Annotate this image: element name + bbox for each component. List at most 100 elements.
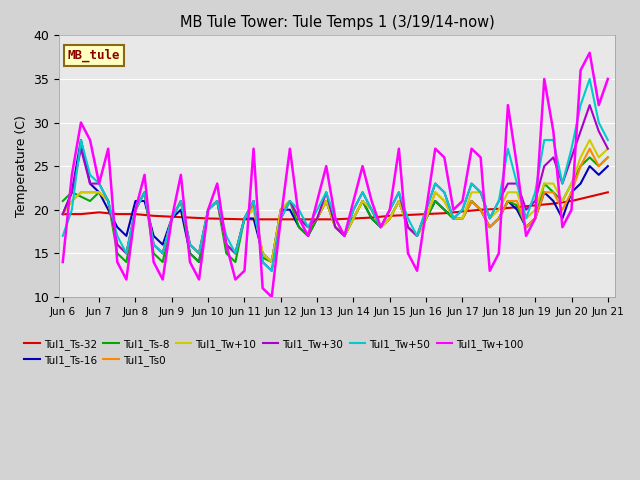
Y-axis label: Temperature (C): Temperature (C) xyxy=(15,115,28,217)
Tul1_Ts-8 xyxy=(359,198,367,204)
Tul1_Tw+50 xyxy=(359,190,367,195)
Legend: Tul1_Ts-32, Tul1_Ts-16, Tul1_Ts-8, Tul1_Ts0, Tul1_Tw+10, Tul1_Tw+30, Tul1_Tw+50,: Tul1_Ts-32, Tul1_Ts-16, Tul1_Ts-8, Tul1_… xyxy=(20,335,528,370)
Tul1_Tw+10 xyxy=(59,211,67,217)
Tul1_Ts-32 xyxy=(168,214,175,219)
Tul1_Tw+100 xyxy=(168,216,175,221)
Tul1_Ts-32 xyxy=(113,211,121,217)
Line: Tul1_Ts-16: Tul1_Ts-16 xyxy=(63,140,608,262)
Tul1_Ts-32 xyxy=(422,211,430,217)
Tul1_Ts-32 xyxy=(295,216,303,222)
Tul1_Ts0 xyxy=(59,211,67,217)
Tul1_Tw+100 xyxy=(268,294,276,300)
Tul1_Tw+10 xyxy=(250,207,257,213)
Tul1_Tw+30 xyxy=(540,163,548,169)
Tul1_Tw+100 xyxy=(604,76,612,82)
Tul1_Tw+100 xyxy=(540,76,548,82)
Tul1_Ts-32 xyxy=(513,204,521,210)
Line: Tul1_Tw+10: Tul1_Tw+10 xyxy=(63,140,608,262)
Tul1_Ts-32 xyxy=(477,207,484,213)
Tul1_Ts-8 xyxy=(195,259,203,265)
Tul1_Ts-32 xyxy=(241,216,248,222)
Tul1_Ts-32 xyxy=(204,216,212,221)
Tul1_Ts-8 xyxy=(586,155,593,160)
Tul1_Tw+50 xyxy=(395,190,403,195)
Tul1_Ts-8 xyxy=(122,259,130,265)
Tul1_Ts0 xyxy=(268,259,276,265)
Line: Tul1_Ts0: Tul1_Ts0 xyxy=(63,149,608,262)
Tul1_Ts-16 xyxy=(195,259,203,265)
Tul1_Ts-32 xyxy=(223,216,230,222)
Tul1_Ts-16 xyxy=(604,163,612,169)
Tul1_Ts-16 xyxy=(59,211,67,217)
Tul1_Tw+10 xyxy=(359,198,367,204)
Tul1_Ts-32 xyxy=(386,213,394,219)
Tul1_Tw+10 xyxy=(268,259,276,265)
Tul1_Tw+30 xyxy=(604,146,612,152)
Tul1_Tw+50 xyxy=(540,137,548,143)
Tul1_Tw+100 xyxy=(186,259,194,265)
Tul1_Ts-16 xyxy=(368,216,376,221)
Tul1_Ts-32 xyxy=(440,210,448,216)
Tul1_Tw+50 xyxy=(250,198,257,204)
Tul1_Ts-8 xyxy=(259,255,266,261)
Tul1_Tw+50 xyxy=(604,137,612,143)
Tul1_Ts-32 xyxy=(186,215,194,220)
Line: Tul1_Tw+100: Tul1_Tw+100 xyxy=(63,53,608,297)
Tul1_Tw+100 xyxy=(395,146,403,152)
Tul1_Tw+50 xyxy=(586,76,593,82)
Title: MB Tule Tower: Tule Temps 1 (3/19/14-now): MB Tule Tower: Tule Temps 1 (3/19/14-now… xyxy=(180,15,495,30)
Tul1_Tw+50 xyxy=(268,268,276,274)
Tul1_Ts0 xyxy=(168,216,175,221)
Tul1_Tw+30 xyxy=(359,190,367,195)
Tul1_Tw+30 xyxy=(186,242,194,248)
Text: MB_tule: MB_tule xyxy=(67,49,120,62)
Tul1_Ts-32 xyxy=(277,216,285,222)
Tul1_Ts-32 xyxy=(459,209,467,215)
Tul1_Tw+30 xyxy=(395,190,403,195)
Tul1_Ts-8 xyxy=(540,180,548,186)
Tul1_Tw+100 xyxy=(59,259,67,265)
Tul1_Ts-16 xyxy=(268,259,276,265)
Tul1_Tw+10 xyxy=(604,146,612,152)
Tul1_Ts0 xyxy=(359,198,367,204)
Tul1_Ts-32 xyxy=(77,211,84,217)
Tul1_Ts-8 xyxy=(395,198,403,204)
Tul1_Ts-32 xyxy=(531,203,539,208)
Tul1_Ts-16 xyxy=(177,207,185,213)
Tul1_Ts-32 xyxy=(604,190,612,195)
Tul1_Tw+10 xyxy=(586,137,593,143)
Tul1_Ts-32 xyxy=(368,215,376,220)
Line: Tul1_Tw+50: Tul1_Tw+50 xyxy=(63,79,608,271)
Tul1_Tw+30 xyxy=(168,216,175,221)
Tul1_Ts-32 xyxy=(586,194,593,200)
Tul1_Ts-32 xyxy=(404,212,412,218)
Tul1_Tw+30 xyxy=(268,268,276,274)
Tul1_Tw+30 xyxy=(586,102,593,108)
Tul1_Tw+10 xyxy=(168,216,175,221)
Tul1_Ts0 xyxy=(540,190,548,195)
Tul1_Tw+50 xyxy=(59,233,67,239)
Tul1_Ts0 xyxy=(250,203,257,208)
Tul1_Tw+30 xyxy=(59,211,67,217)
Tul1_Ts0 xyxy=(395,198,403,204)
Tul1_Tw+30 xyxy=(250,198,257,204)
Tul1_Tw+100 xyxy=(586,50,593,56)
Tul1_Ts-32 xyxy=(495,206,502,212)
Line: Tul1_Tw+30: Tul1_Tw+30 xyxy=(63,105,608,271)
Tul1_Ts-32 xyxy=(314,216,321,222)
Tul1_Ts-32 xyxy=(59,211,67,217)
Tul1_Ts0 xyxy=(604,155,612,160)
Tul1_Ts-16 xyxy=(204,207,212,213)
Tul1_Ts-32 xyxy=(550,201,557,206)
Tul1_Tw+10 xyxy=(186,242,194,248)
Tul1_Ts-32 xyxy=(568,198,575,204)
Tul1_Ts-32 xyxy=(95,209,103,215)
Tul1_Ts-32 xyxy=(332,216,339,222)
Tul1_Tw+10 xyxy=(540,180,548,186)
Tul1_Ts0 xyxy=(186,242,194,248)
Tul1_Tw+100 xyxy=(359,163,367,169)
Tul1_Ts-8 xyxy=(177,198,185,204)
Tul1_Tw+50 xyxy=(186,242,194,248)
Tul1_Tw+100 xyxy=(250,146,257,152)
Tul1_Ts-32 xyxy=(132,211,140,217)
